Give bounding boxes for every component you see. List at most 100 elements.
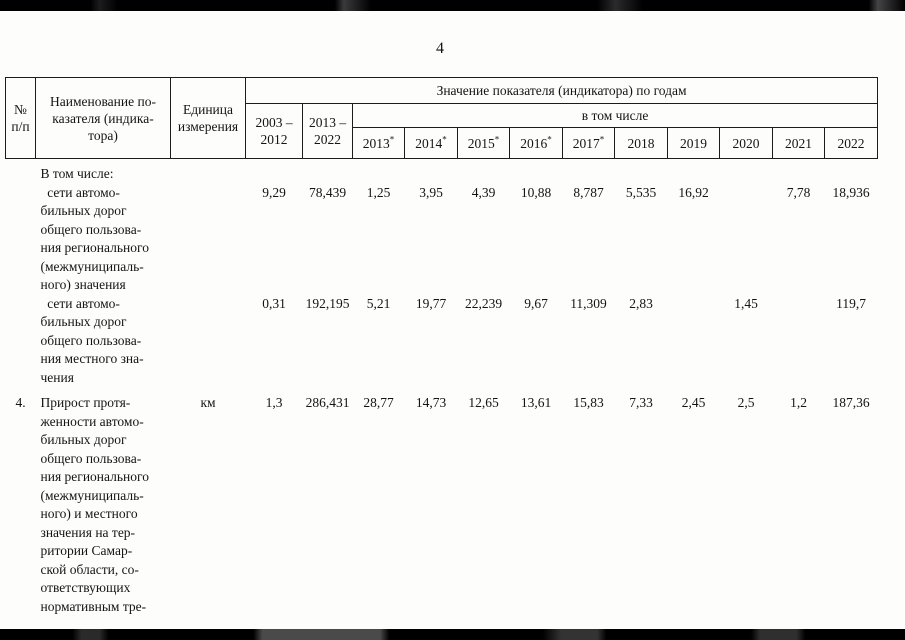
row-num [6,184,36,295]
cell-value: 1,25 [366,184,391,200]
cell-value: 8,787 [573,184,604,200]
cell-value [615,159,668,184]
row-num: 4. [15,395,26,410]
year-header-2018: 2018 [614,127,668,159]
asterisk-footnote-mark: * [442,134,447,144]
row-num [6,295,36,388]
cell-value [303,159,353,184]
cell-value [773,295,825,388]
cell-value: 13,61 [520,395,552,410]
cell-value: 2,83 [629,295,653,311]
year-label: 2018 [627,135,655,151]
col-header-values-title: Значение показателя (индикатора) по года… [244,77,879,104]
table-row-local-roads: сети автомо- бильных дорог общего пользо… [6,295,878,388]
year-label: 2015 [467,135,495,151]
year-label: 2019 [680,135,707,151]
year-label: 2022 [837,135,865,151]
cell-value [405,159,458,184]
year-label: 2020 [732,135,760,151]
cell-value: 19,77 [415,295,447,311]
col-header-period-2003-2012: 2003 – 2012 [245,103,303,159]
cell-value: 11,309 [570,295,607,311]
table-row-item-4-growth: 4. Прирост протя- женности автомо- бильн… [6,387,878,616]
cell-value: 12,65 [468,395,499,410]
year-header-2021: 2021 [772,127,825,159]
cell-value: 5,21 [366,295,391,311]
year-label: 2021 [785,135,812,151]
col-header-period-2013-2022: 2013 – 2022 [302,103,353,159]
cell-value: 22,239 [464,295,503,311]
cell-value: 0,31 [262,295,286,311]
cell-value: 15,83 [573,395,604,410]
cell-value [246,159,303,184]
row-unit [171,159,246,184]
row-num [6,159,36,184]
cell-value [668,159,720,184]
cell-value: 2,45 [681,395,706,410]
year-header-2019: 2019 [667,127,720,159]
row-unit [171,295,246,388]
cell-value [720,159,773,184]
row-name: сети автомо- бильных дорог общего пользо… [40,184,149,293]
year-label: 2016 [520,135,548,151]
cell-value: 14,73 [415,395,447,410]
cell-value: 3,95 [419,184,443,200]
cell-value [353,159,405,184]
table-row-regional-roads: сети автомо- бильных дорог общего пользо… [6,184,878,295]
cell-value: 7,78 [786,184,811,200]
page-number: 4 [436,40,444,57]
row-name: сети автомо- бильных дорог общего пользо… [40,295,144,385]
cell-value: 2,5 [737,395,755,410]
year-header-2020: 2020 [719,127,773,159]
col-header-row-num: № п/п [5,77,36,159]
cell-value: 28,77 [363,395,394,410]
cell-value: 9,67 [524,295,548,311]
row-unit: км [200,395,216,410]
year-label: 2013 [362,135,390,151]
indicators-table: № п/п Наименование по- казателя (индика-… [5,77,879,616]
cell-value: 4,39 [471,184,496,200]
year-label: 2014 [415,135,443,151]
year-header-2013: 2013* [352,127,405,159]
year-header-2015: 2015* [457,127,510,159]
cell-value: 7,33 [629,395,653,410]
row-name: Прирост протя- женности автомо- бильных … [40,395,149,614]
cell-value: 10,88 [520,184,552,200]
cell-value: 5,535 [625,184,657,200]
scan-artifact-top-bar [0,0,905,11]
col-header-indicator-name: Наименование по- казателя (индика- тора) [35,77,171,159]
cell-value [668,295,720,388]
year-header-2014: 2014* [404,127,458,159]
scan-artifact-bottom-bar [0,629,905,640]
cell-value: 192,195 [305,295,350,311]
cell-value: 119,7 [836,295,866,311]
cell-value: 187,36 [832,395,870,410]
cell-value: 1,45 [734,295,758,311]
cell-value [458,159,510,184]
year-header-2017: 2017* [562,127,615,159]
asterisk-footnote-mark: * [547,134,552,144]
cell-value [563,159,615,184]
year-header-2016: 2016* [509,127,563,159]
cell-value: 16,92 [678,184,709,200]
cell-value [825,159,878,184]
year-header-2022: 2022 [823,127,879,159]
cell-value [510,159,563,184]
year-label: 2017 [572,135,600,151]
cell-value: 18,936 [832,184,870,200]
cell-value: 286,431 [305,395,350,410]
row-name: В том числе: [40,166,114,181]
cell-value: 78,439 [308,184,347,200]
col-header-including: в том числе [351,103,879,128]
row-unit [171,184,246,295]
col-header-unit: Единица измерения [170,77,246,159]
cell-value: 1,2 [790,395,807,410]
cell-value: 9,29 [262,184,286,200]
table-row-in-total-label: В том числе: [6,159,878,184]
asterisk-footnote-mark: * [599,134,605,144]
cell-value [773,159,825,184]
asterisk-footnote-mark: * [494,134,500,144]
asterisk-footnote-mark: * [389,134,395,144]
cell-value [720,184,773,295]
